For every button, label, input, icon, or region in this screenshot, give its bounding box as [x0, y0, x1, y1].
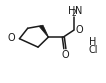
- Text: O: O: [75, 25, 83, 35]
- Text: O: O: [8, 33, 15, 43]
- Text: 2: 2: [72, 9, 77, 18]
- Text: Cl: Cl: [89, 44, 98, 55]
- Text: O: O: [61, 50, 69, 60]
- Polygon shape: [39, 25, 49, 37]
- Text: N: N: [75, 6, 82, 16]
- Text: H: H: [89, 37, 96, 47]
- Text: H: H: [68, 6, 75, 16]
